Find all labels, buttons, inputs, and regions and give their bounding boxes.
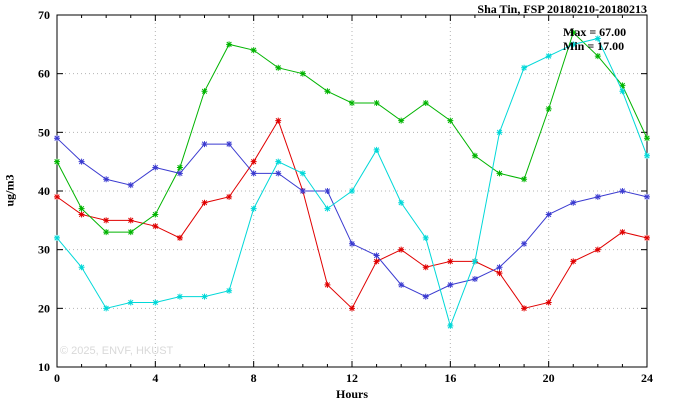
svg-text:70: 70 <box>38 8 50 22</box>
svg-text:30: 30 <box>38 243 50 257</box>
y-axis-label: ug/m3 <box>2 174 17 207</box>
svg-text:4: 4 <box>152 371 158 385</box>
svg-text:10: 10 <box>38 360 50 374</box>
svg-text:20: 20 <box>38 301 50 315</box>
watermark: © 2025, ENVF, HKUST <box>60 345 174 357</box>
max-annotation: Max = 67.00 <box>563 25 627 39</box>
svg-text:20: 20 <box>543 371 555 385</box>
chart-title: Sha Tin, FSP 20180210-20180213 <box>477 2 647 16</box>
min-annotation: Min = 17.00 <box>563 39 625 53</box>
svg-text:40: 40 <box>38 184 50 198</box>
svg-text:24: 24 <box>641 371 653 385</box>
svg-text:12: 12 <box>346 371 358 385</box>
svg-text:60: 60 <box>38 67 50 81</box>
x-axis-label: Hours <box>335 387 368 401</box>
svg-text:16: 16 <box>444 371 456 385</box>
svg-text:0: 0 <box>54 371 60 385</box>
svg-text:50: 50 <box>38 125 50 139</box>
svg-text:8: 8 <box>251 371 257 385</box>
